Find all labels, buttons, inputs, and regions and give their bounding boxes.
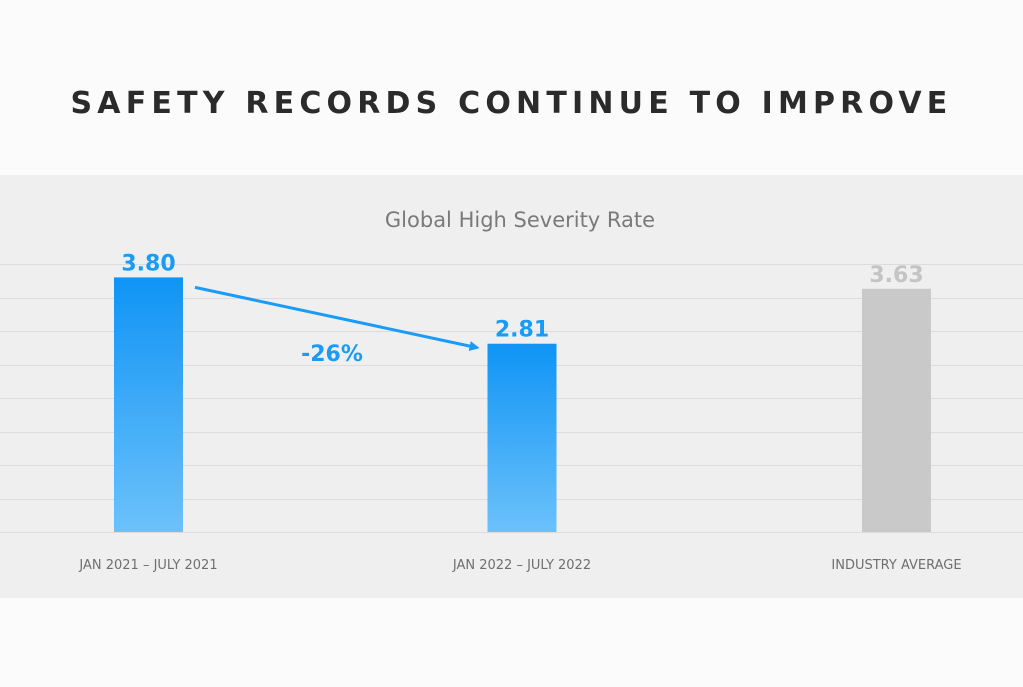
value-label-1: 3.80 [121,251,175,276]
bar-2 [487,343,557,532]
change-arrow [194,285,480,351]
chart-title: Global High Severity Rate [385,208,655,232]
value-label-3: 3.63 [869,263,923,288]
slide-title: SAFETY RECORDS CONTINUE TO IMPROVE [70,86,953,121]
change-percent-label: -26% [301,342,363,367]
value-label-2: 2.81 [495,318,549,343]
category-label-2: JAN 2022 – JULY 2022 [452,558,591,573]
category-label-3: INDUSTRY AVERAGE [831,558,961,573]
category-label-1: JAN 2021 – JULY 2021 [78,558,217,573]
bar-1 [114,277,183,532]
bar-3 [862,288,931,532]
